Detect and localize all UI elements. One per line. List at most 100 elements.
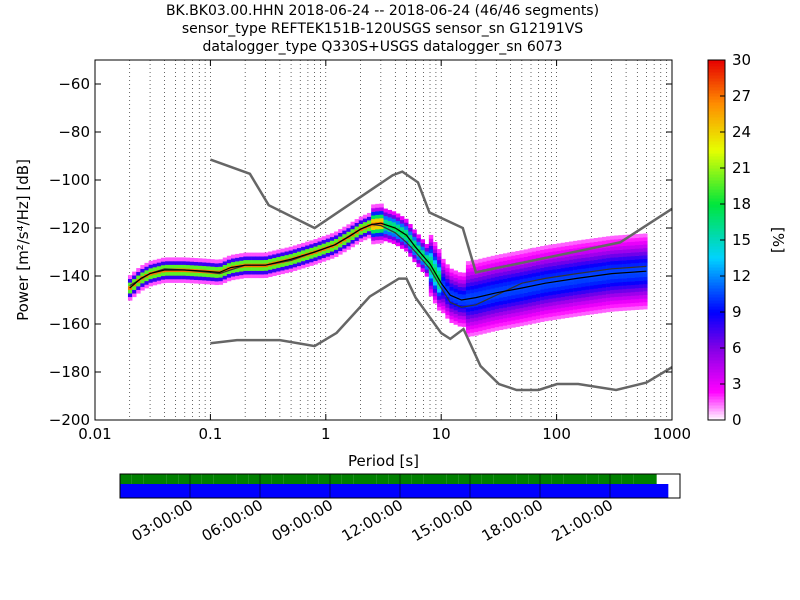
psd-cell	[585, 271, 590, 276]
psd-cell	[610, 307, 615, 312]
psd-cell	[531, 312, 537, 317]
psd-cell	[329, 247, 335, 252]
psd-cell	[198, 279, 203, 284]
psd-cell	[424, 265, 430, 270]
psd-cell	[601, 308, 607, 313]
psd-cell	[284, 265, 290, 270]
psd-cell	[610, 286, 615, 291]
psd-cell	[160, 275, 166, 280]
psd-cell	[445, 314, 450, 319]
colorbar-segment	[708, 108, 725, 112]
colorbar-segment	[708, 372, 725, 376]
psd-cell	[601, 251, 607, 256]
psd-cell	[614, 239, 619, 243]
psd-cell	[601, 265, 607, 270]
psd-cell	[173, 275, 178, 280]
psd-cell	[428, 252, 434, 257]
psd-cell	[626, 267, 632, 271]
colorbar-segment	[708, 360, 725, 364]
psd-cell	[581, 261, 586, 266]
psd-cell	[165, 261, 170, 265]
psd-cell	[482, 304, 487, 309]
psd-cell	[465, 275, 471, 280]
psd-cell	[367, 216, 372, 221]
psd-cell	[560, 249, 566, 254]
segment-block	[155, 474, 167, 484]
psd-cell	[465, 286, 471, 291]
psd-cell	[589, 281, 594, 286]
psd-cell	[284, 254, 290, 259]
psd-cell	[560, 264, 566, 269]
psd-cell	[416, 252, 421, 257]
psd-cell	[585, 257, 590, 262]
psd-cell	[371, 211, 376, 216]
psd-cell	[214, 263, 219, 268]
psd-cell	[362, 232, 368, 237]
psd-cell	[540, 310, 545, 315]
psd-cell	[610, 239, 615, 244]
psd-cell	[334, 253, 339, 258]
segment-block	[306, 474, 319, 484]
colorbar-segment	[708, 120, 725, 124]
psd-cell	[515, 269, 520, 273]
psd-cell	[136, 286, 141, 290]
psd-cell	[593, 309, 599, 314]
psd-cell	[535, 297, 541, 302]
psd-cell	[535, 272, 541, 277]
psd-cell	[597, 241, 603, 245]
colorbar-segment	[708, 396, 725, 400]
colorbar-segment	[708, 375, 725, 379]
segment-block	[120, 474, 132, 484]
psd-cell	[432, 274, 438, 279]
psd-cell	[383, 237, 388, 242]
psd-cell	[507, 313, 512, 318]
psd-cell	[597, 280, 603, 285]
psd-cell	[490, 255, 496, 260]
psd-cell	[301, 250, 306, 255]
y-tick-label: −180	[49, 363, 90, 381]
colorbar-segment	[708, 318, 725, 322]
psd-cell	[292, 249, 298, 253]
psd-cell	[527, 266, 533, 271]
psd-cell	[313, 253, 318, 258]
psd-cell	[634, 252, 640, 256]
psd-cell	[193, 279, 199, 284]
psd-cell	[474, 277, 479, 282]
psd-cell	[391, 232, 397, 237]
psd-cell	[556, 268, 562, 273]
psd-cell	[568, 295, 574, 300]
psd-cell	[568, 299, 574, 303]
data-coverage-block	[120, 484, 669, 498]
psd-cell	[618, 285, 623, 290]
psd-cell	[560, 311, 566, 316]
psd-cell	[152, 277, 158, 282]
psd-cell	[606, 301, 611, 305]
psd-cell	[498, 254, 504, 259]
segment-block	[493, 474, 505, 484]
psd-cell	[606, 268, 611, 273]
colorbar-segment	[708, 216, 725, 220]
psd-cell	[498, 297, 504, 302]
psd-cell	[461, 272, 467, 277]
psd-cell	[346, 231, 351, 236]
psd-cell	[519, 311, 524, 316]
psd-cell	[540, 246, 545, 250]
psd-cell	[519, 264, 524, 269]
colorbar-tick-label: 0	[732, 411, 742, 429]
psd-cell	[552, 244, 557, 248]
psd-cell	[634, 248, 640, 253]
psd-cell	[272, 268, 277, 273]
psd-cell	[375, 229, 380, 233]
psd-cell	[408, 224, 413, 228]
psd-cell	[412, 233, 417, 237]
psd-cell	[614, 296, 619, 301]
psd-cell	[243, 256, 248, 261]
psd-cell	[544, 252, 549, 257]
time-tick-label: 15:00:00	[409, 496, 476, 545]
psd-cell	[490, 302, 496, 307]
psd-cell	[424, 247, 430, 252]
psd-cell	[577, 294, 582, 299]
psd-cell	[428, 278, 434, 283]
psd-cell	[445, 311, 450, 316]
psd-cell	[470, 300, 475, 304]
